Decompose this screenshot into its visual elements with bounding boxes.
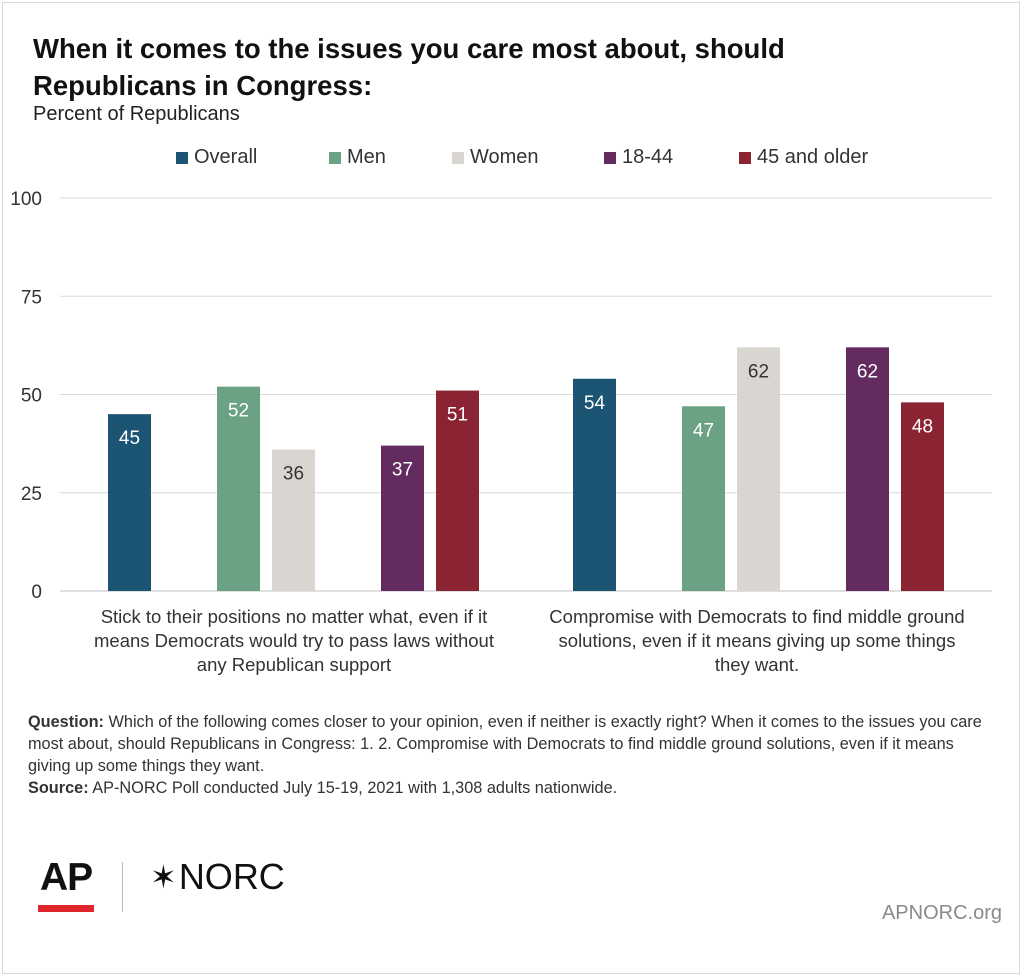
legend-item: Women (452, 146, 539, 169)
bar (737, 347, 780, 591)
x-category-label: any Republican support (197, 654, 391, 675)
ap-logo: AP (40, 856, 93, 899)
x-category-label: they want. (715, 654, 799, 675)
bar (108, 414, 151, 591)
logo-divider (122, 862, 123, 912)
legend-label: Overall (194, 146, 258, 168)
source-text: AP-NORC Poll conducted July 15-19, 2021 … (92, 779, 618, 797)
bar (846, 347, 889, 591)
norc-logo: ✶ NORC (150, 856, 285, 898)
bar (272, 449, 315, 591)
chart-note: Question: Which of the following comes c… (28, 711, 998, 799)
legend-swatch (604, 151, 616, 164)
legend-item: Men (329, 146, 386, 169)
question-text: Which of the following comes closer to y… (28, 713, 982, 775)
norc-logo-text: NORC (178, 856, 285, 897)
data-label: 54 (584, 393, 606, 414)
chart-subtitle: Percent of Republicans (33, 103, 240, 125)
ap-logo-bar (38, 905, 94, 912)
source-label: Source: (28, 779, 89, 797)
data-label: 62 (748, 361, 769, 382)
x-category-label: Compromise with Democrats to find middle… (549, 606, 964, 627)
bar (381, 445, 424, 591)
legend-label: Men (347, 146, 386, 168)
y-tick-label: 0 (31, 582, 42, 603)
bar (573, 378, 616, 591)
y-tick-label: 25 (21, 484, 42, 505)
bar (217, 386, 260, 591)
y-tick-label: 100 (10, 189, 42, 210)
legend: Overall Men Women 18-44 45 and older (0, 146, 1024, 172)
data-label: 47 (693, 420, 714, 441)
question-label: Question: (28, 713, 104, 731)
x-category-label: means Democrats would try to pass laws w… (94, 630, 494, 651)
data-label: 62 (857, 361, 878, 382)
legend-item: 45 and older (739, 146, 868, 169)
legend-swatch (452, 151, 464, 164)
legend-item: Overall (176, 146, 257, 169)
data-label: 36 (283, 464, 304, 485)
y-tick-label: 75 (21, 287, 42, 308)
bar (436, 390, 479, 591)
data-label: 52 (228, 401, 249, 422)
data-label: 45 (119, 428, 140, 449)
y-tick-label: 50 (21, 386, 42, 407)
norc-star-icon: ✶ (150, 859, 177, 895)
apnorc-url: APNORC.org (881, 902, 1002, 924)
legend-label: 45 and older (757, 146, 869, 168)
x-category-label: solutions, even if it means giving up so… (559, 630, 956, 651)
legend-swatch (739, 151, 751, 164)
bar-chart: 0 25 50 75 100 45 54 52 47 36 62 37 62 51 48 Stick to t… (10, 189, 992, 675)
legend-swatch (176, 151, 188, 164)
data-label: 37 (392, 460, 413, 481)
data-label: 51 (447, 405, 468, 426)
data-label: 48 (912, 416, 933, 437)
x-category-label: Stick to their positions no matter what,… (101, 606, 488, 627)
legend-item: 18-44 (604, 146, 673, 169)
chart-title: When it comes to the issues you care mos… (33, 33, 785, 101)
legend-swatch (329, 151, 341, 164)
legend-label: 18-44 (622, 146, 674, 168)
legend-label: Women (470, 146, 539, 168)
bar (682, 406, 725, 591)
bar (901, 402, 944, 591)
